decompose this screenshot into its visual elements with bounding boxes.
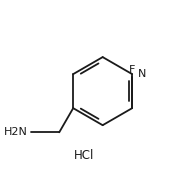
- Text: H2N: H2N: [4, 127, 28, 137]
- Text: N: N: [138, 69, 146, 79]
- Text: F: F: [129, 65, 135, 75]
- Text: HCl: HCl: [74, 149, 94, 162]
